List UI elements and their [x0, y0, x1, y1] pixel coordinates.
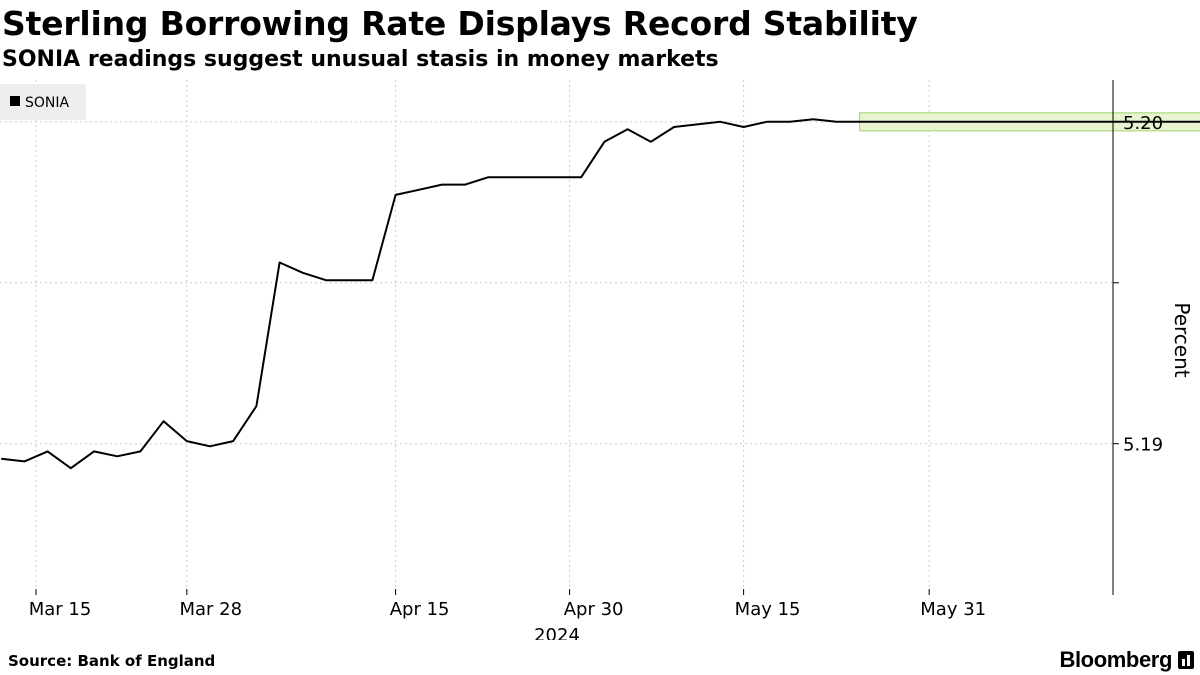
legend-label-sonia: SONIA: [25, 95, 70, 111]
series-layer: [1, 118, 1200, 470]
x-tick-label-1: Mar 28: [180, 599, 243, 620]
legend: SONIA: [0, 84, 86, 120]
line-chart: 5.195.20 Mar 15 Mar 28 Apr 15 Apr 30 May 15 M…: [0, 80, 1200, 640]
brand-logo: Bloomberg: [1059, 647, 1194, 673]
x-tick-label-5: May 31: [920, 599, 986, 620]
y-tick-label-2: 5.20: [1123, 113, 1163, 134]
brand-wordmark: Bloomberg: [1059, 647, 1172, 672]
chart-subtitle: SONIA readings suggest unusual stasis in…: [2, 47, 719, 72]
chart-title: Sterling Borrowing Rate Displays Record …: [2, 4, 918, 43]
terminal-icon: [1178, 651, 1194, 669]
x-tick-label-0: Mar 15: [29, 599, 92, 620]
x-tick-layer: Mar 15 Mar 28 Apr 15 Apr 30 May 15 May 31: [29, 589, 986, 620]
x-tick-label-2: Apr 15: [390, 599, 450, 620]
x-axis-year-label: 2024: [534, 625, 580, 640]
grid-lines: [0, 80, 1113, 595]
y-tick-label-0: 5.19: [1123, 435, 1163, 456]
legend-swatch-sonia: [10, 96, 20, 106]
y-tick-layer: 5.19 5.20: [1113, 113, 1163, 456]
x-tick-label-4: May 15: [735, 599, 801, 620]
source-note: Source: Bank of England: [8, 652, 216, 670]
x-tick-label-3: Apr 30: [564, 599, 624, 620]
series-line-sonia: [1, 118, 1200, 470]
y-axis-label: Percent: [1170, 302, 1194, 377]
